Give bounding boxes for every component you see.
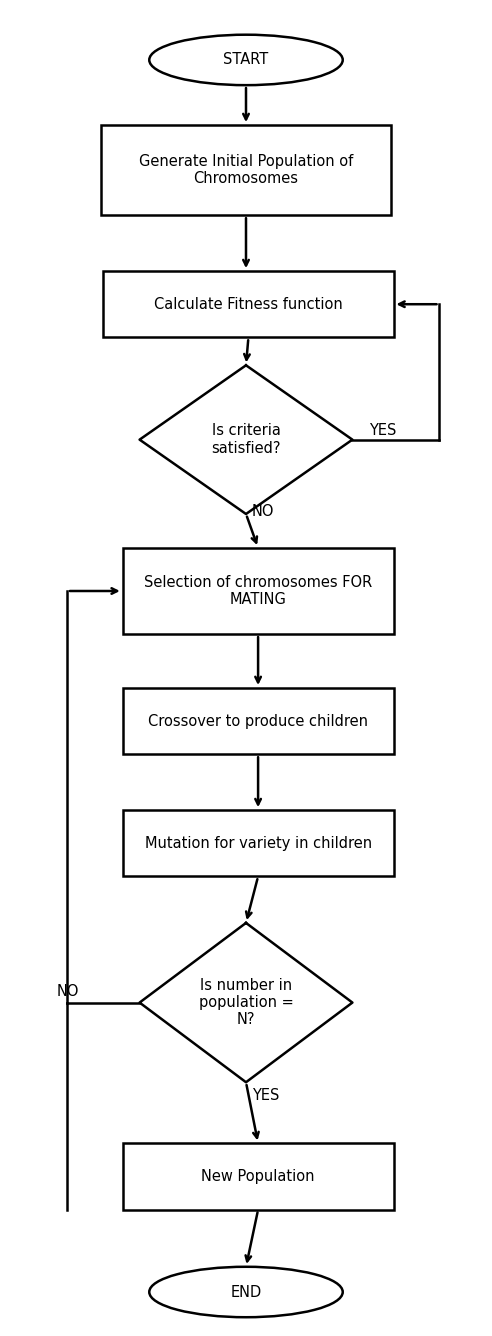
Text: NO: NO (57, 985, 79, 999)
Text: START: START (223, 52, 269, 67)
Text: END: END (230, 1284, 262, 1300)
Text: Generate Initial Population of
Chromosomes: Generate Initial Population of Chromosom… (139, 154, 353, 186)
Text: Is criteria
satisfied?: Is criteria satisfied? (211, 424, 281, 456)
Text: YES: YES (252, 1088, 279, 1104)
Text: Calculate Fitness function: Calculate Fitness function (154, 297, 343, 311)
Text: Mutation for variety in children: Mutation for variety in children (145, 836, 371, 851)
Text: Crossover to produce children: Crossover to produce children (148, 713, 368, 728)
Text: New Population: New Population (201, 1169, 315, 1184)
Text: YES: YES (369, 424, 397, 438)
Text: Is number in
population =
N?: Is number in population = N? (199, 978, 293, 1027)
Text: NO: NO (252, 504, 275, 518)
Text: Selection of chromosomes FOR
MATING: Selection of chromosomes FOR MATING (144, 574, 372, 607)
